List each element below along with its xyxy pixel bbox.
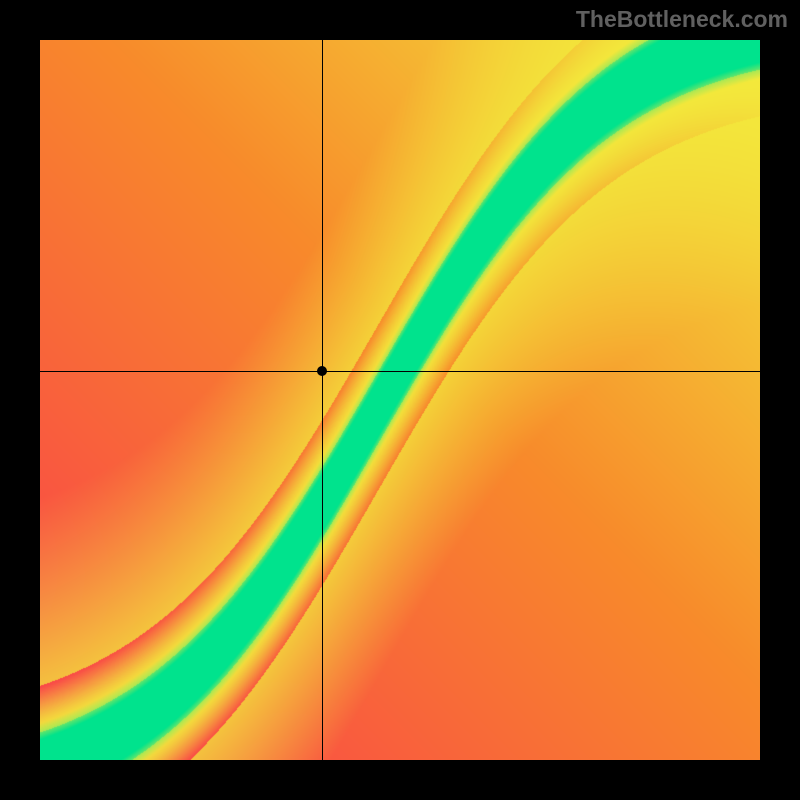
- crosshair-marker: [317, 366, 327, 376]
- plot-area: [40, 40, 760, 760]
- watermark-text: TheBottleneck.com: [576, 6, 788, 33]
- heatmap-canvas: [40, 40, 760, 760]
- crosshair-vertical: [322, 40, 323, 760]
- crosshair-horizontal: [40, 371, 760, 372]
- chart-container: TheBottleneck.com: [0, 0, 800, 800]
